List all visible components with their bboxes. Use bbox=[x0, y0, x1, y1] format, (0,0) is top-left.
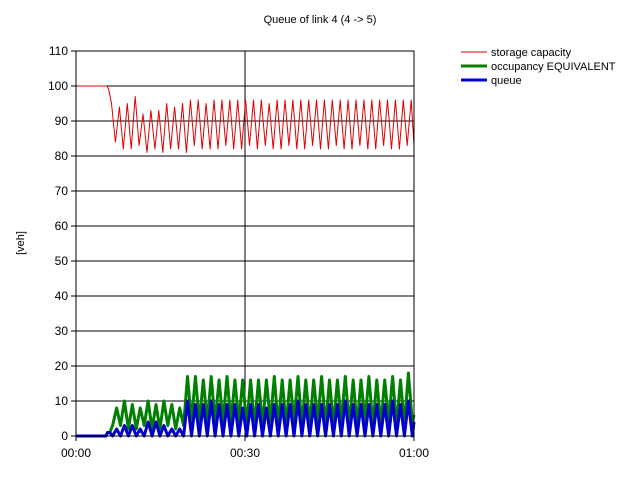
y-tick-label: 50 bbox=[55, 254, 69, 268]
legend-label: occupancy EQUIVALENT bbox=[491, 61, 616, 73]
x-tick-label: 01:00 bbox=[399, 446, 429, 460]
y-tick-label: 0 bbox=[61, 429, 68, 443]
y-tick-label: 60 bbox=[55, 219, 69, 233]
legend-label: storage capacity bbox=[491, 47, 572, 59]
legend-label: queue bbox=[491, 75, 522, 87]
legend: storage capacity occupancy EQUIVALENT queu… bbox=[461, 47, 616, 87]
x-tick-label: 00:00 bbox=[61, 446, 91, 460]
plot-frame bbox=[75, 50, 415, 437]
x-tick-labels: 00:00 00:30 01:00 bbox=[61, 436, 429, 460]
y-tick-label: 70 bbox=[55, 184, 69, 198]
y-tick-label: 80 bbox=[55, 149, 69, 163]
series-line-storage-capacity bbox=[76, 85, 415, 153]
y-tick-labels: 0 10 20 30 40 50 60 70 80 90 100 110 bbox=[48, 44, 76, 443]
y-tick-label: 100 bbox=[48, 79, 68, 93]
chart-title: Queue of link 4 (4 -> 5) bbox=[264, 14, 377, 26]
series-line-occupancy-equivalent bbox=[76, 371, 416, 438]
y-tick-label: 10 bbox=[55, 394, 69, 408]
series-line-queue bbox=[76, 399, 416, 438]
plot-area bbox=[76, 85, 416, 438]
y-tick-label: 20 bbox=[55, 359, 69, 373]
y-tick-label: 110 bbox=[49, 44, 68, 58]
x-tick-label: 00:30 bbox=[230, 446, 260, 460]
y-tick-label: 30 bbox=[55, 324, 69, 338]
y-tick-label: 40 bbox=[55, 289, 69, 303]
y-axis-label: [veh] bbox=[15, 231, 27, 255]
y-tick-label: 90 bbox=[55, 114, 69, 128]
